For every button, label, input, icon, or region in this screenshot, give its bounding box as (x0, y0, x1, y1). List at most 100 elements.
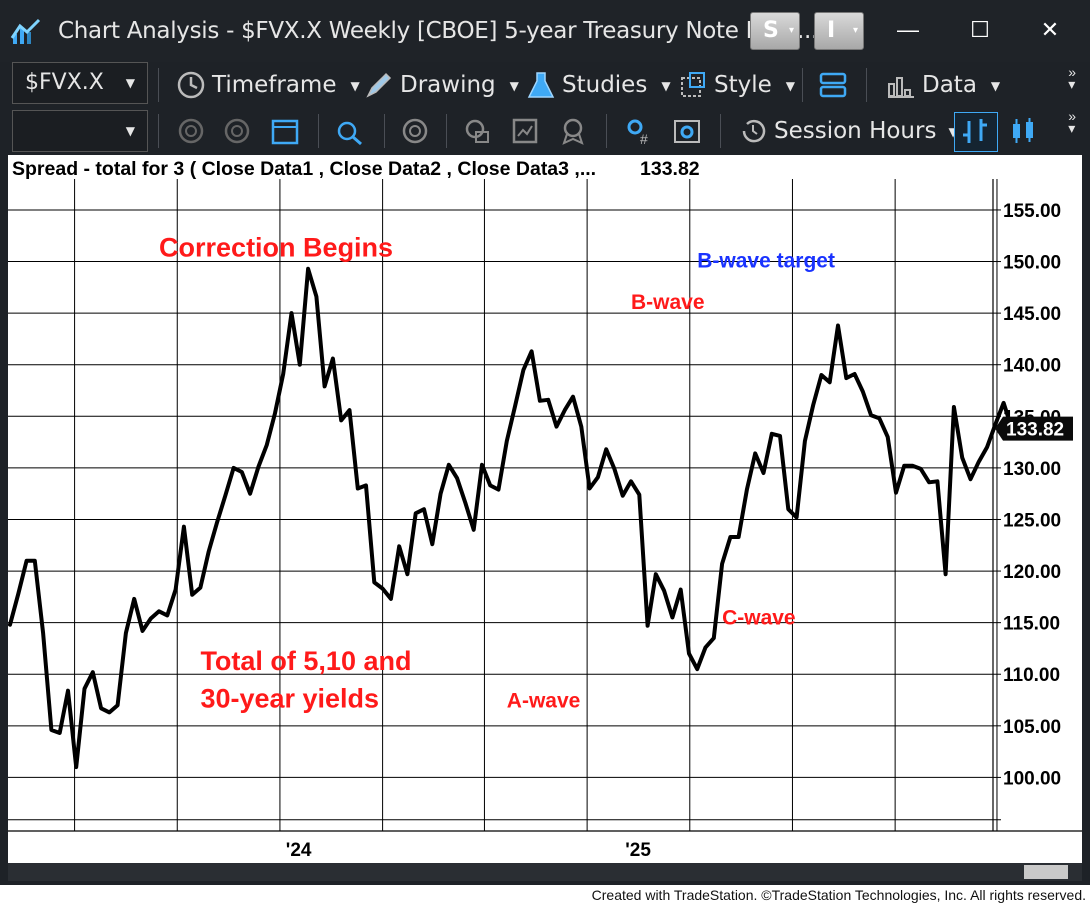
maximize-button[interactable]: ☐ (970, 17, 990, 42)
chart-annotation: Total of 5,10 and (200, 646, 411, 676)
chart-annotation: 30-year yields (200, 683, 379, 713)
session-hours-menu[interactable]: Session Hours ▼ (774, 112, 958, 150)
y-tick-label: 110.00 (1003, 665, 1060, 686)
toolbar-overflow-icon[interactable]: » ▾ (1068, 64, 1076, 92)
y-tick-label: 115.00 (1003, 614, 1060, 635)
session-clock-icon (742, 119, 766, 143)
studies-menu[interactable]: Studies ▼ (562, 66, 671, 104)
chart-annotation: C-wave (722, 607, 796, 630)
calendar-icon[interactable] (270, 116, 300, 146)
toolbar-divider (384, 114, 385, 148)
style-icon (681, 72, 705, 97)
y-tick-label: 105.00 (1003, 717, 1061, 738)
data-label: Data (922, 72, 977, 98)
toolbar-divider (158, 114, 159, 148)
toolbar-divider (446, 114, 447, 148)
chart-title-value: 133.82 (640, 158, 700, 180)
toolbar-divider (606, 114, 607, 148)
chart-annotation: B-wave target (697, 250, 835, 273)
toolbar-divider (802, 68, 803, 102)
last-price-marker (995, 416, 1073, 441)
drawing-dropdown-icon: ▼ (509, 78, 519, 93)
toolbar2-overflow-icon[interactable]: » ▾ (1068, 108, 1076, 136)
spread-series-line (8, 266, 1014, 770)
spread-line-chart: 100.00 105.00 110.00 115.00 120.00 125.00 130.… (8, 158, 1082, 861)
save-chart-icon[interactable] (510, 116, 540, 146)
chart-annotation: B-wave (631, 291, 705, 314)
data-dropdown-icon: ▼ (990, 78, 1001, 93)
minimize-button[interactable]: — (897, 17, 919, 42)
s-button-label: S (763, 18, 779, 43)
y-tick-label: 125.00 (1003, 510, 1061, 531)
symbol-link-s-button[interactable]: S ▾ (750, 12, 800, 50)
chart-plot-area[interactable]: 100.00 105.00 110.00 115.00 120.00 125.00 130.… (8, 155, 1082, 863)
main-toolbar: $FVX.X ▼ Timeframe ▼ Drawing ▼ Studies ▼ S (0, 62, 1090, 108)
line-chart-style-button[interactable] (954, 112, 998, 152)
style-dropdown-icon: ▼ (785, 78, 796, 93)
symbol-selector[interactable]: $FVX.X ▼ (12, 62, 148, 104)
title-bar: Chart Analysis - $FVX.X Weekly [CBOE] 5-… (0, 0, 1090, 62)
flask-icon (527, 72, 555, 98)
workspace-layout-icon[interactable] (818, 70, 848, 100)
symbol2-selector[interactable]: ▼ (12, 110, 148, 152)
y-tick-label: 130.00 (1003, 459, 1061, 480)
award-icon[interactable] (558, 116, 588, 146)
chart-analysis-window: Chart Analysis - $FVX.X Weekly [CBOE] 5-… (0, 0, 1090, 885)
y-tick-label: 120.00 (1003, 562, 1061, 583)
symbol-dropdown-icon: ▼ (125, 76, 135, 90)
interval-link-i-button[interactable]: I ▾ (814, 12, 864, 50)
i-button-label: I (827, 18, 836, 43)
svg-text:#: # (640, 131, 648, 146)
candlestick-icon[interactable] (1008, 116, 1038, 146)
magnify-bars-icon[interactable] (334, 116, 364, 146)
y-tick-label: 145.00 (1003, 304, 1061, 325)
close-button[interactable]: ✕ (1040, 17, 1060, 42)
studies-dropdown-icon: ▼ (661, 78, 671, 93)
footer: Created with TradeStation. ©TradeStation… (0, 885, 1090, 905)
y-tick-label: 140.00 (1003, 356, 1061, 377)
x-tick-label: '25 (625, 840, 651, 861)
y-tick-label: 155.00 (1003, 201, 1061, 222)
data-menu[interactable]: Data ▼ (922, 66, 1000, 104)
window-title: Chart Analysis - $FVX.X Weekly [CBOE] 5-… (58, 18, 818, 44)
clock-icon (177, 71, 205, 99)
scrollbar-thumb[interactable] (1024, 865, 1068, 879)
timeframe-menu[interactable]: Timeframe ▼ (212, 66, 360, 104)
timeframe-label: Timeframe (212, 72, 337, 98)
chart-annotation: Correction Begins (159, 232, 393, 262)
session-hours-dropdown-icon: ▼ (948, 125, 957, 139)
line-style-icon (963, 119, 987, 143)
symbol2-dropdown-icon: ▼ (125, 124, 135, 138)
secondary-toolbar: ▼ # (0, 108, 1090, 154)
i-dropdown-icon: ▾ (852, 25, 858, 36)
toolbar-divider (866, 68, 867, 102)
toolbar-divider (158, 68, 159, 102)
toolbar-divider (318, 114, 319, 148)
session-hours-label: Session Hours (774, 118, 937, 144)
symbol-value: $FVX.X (25, 70, 104, 95)
last-price-label: 133.82 (1006, 420, 1064, 441)
copyright-text: Created with TradeStation. ©TradeStation… (591, 887, 1086, 903)
zoom-out-icon[interactable] (222, 116, 252, 146)
chart-title: Spread - total for 3 ( Close Data1 , Clo… (12, 158, 596, 180)
target-icon[interactable] (400, 116, 430, 146)
style-label: Style (714, 72, 772, 98)
toolbar-divider (720, 114, 721, 148)
drawing-label: Drawing (400, 72, 496, 98)
horizontal-scrollbar[interactable] (8, 863, 1082, 881)
gear-hash-icon[interactable]: # (624, 116, 654, 146)
chart-annotation: A-wave (507, 689, 581, 712)
lock-search-icon[interactable] (462, 116, 492, 146)
settings-window-icon[interactable] (672, 116, 702, 146)
bar-data-icon (888, 77, 914, 98)
drawing-menu[interactable]: Drawing ▼ (400, 66, 519, 104)
timeframe-dropdown-icon: ▼ (350, 78, 360, 93)
zoom-in-icon[interactable] (176, 116, 206, 146)
pencil-icon (366, 72, 392, 98)
y-tick-label: 100.00 (1003, 768, 1061, 789)
studies-label: Studies (562, 72, 648, 98)
s-dropdown-icon: ▾ (788, 25, 794, 36)
chart-analysis-app-icon (10, 18, 41, 44)
x-tick-label: '24 (286, 840, 312, 861)
style-menu[interactable]: Style ▼ (714, 66, 795, 104)
